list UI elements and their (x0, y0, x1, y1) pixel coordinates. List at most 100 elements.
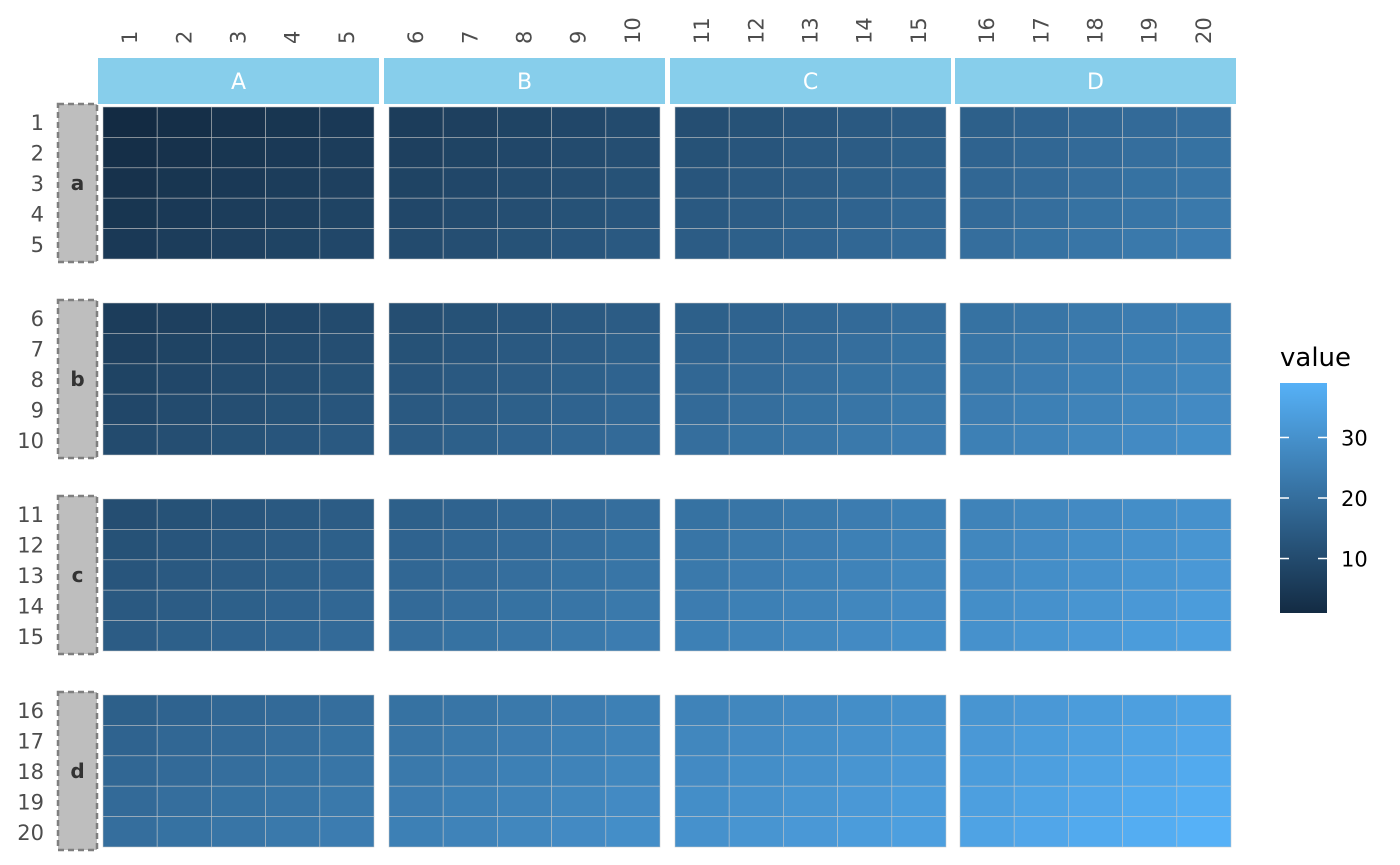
heatmap-cell (265, 559, 321, 591)
heatmap-cell (1176, 529, 1232, 561)
heatmap-cell (1013, 816, 1069, 848)
heatmap-cell (265, 197, 321, 229)
heatmap-cell (1176, 393, 1232, 425)
heatmap-cell (551, 559, 607, 591)
heatmap-cell (319, 498, 375, 530)
x-tick-label: 17 (1029, 17, 1053, 44)
heatmap-cell (497, 725, 552, 757)
heatmap-cell (319, 393, 375, 425)
heatmap-cell (959, 333, 1015, 365)
heatmap-cell (891, 302, 947, 334)
heatmap-cell (1122, 228, 1178, 260)
heatmap-cell (728, 559, 784, 591)
heatmap-cell (1176, 725, 1232, 757)
heatmap-cell (265, 589, 321, 621)
heatmap-cell (674, 106, 730, 138)
heatmap-cell (891, 694, 947, 726)
heatmap-cell (388, 755, 444, 787)
heatmap-cell (497, 559, 552, 591)
heatmap-cell (1122, 725, 1178, 757)
heatmap-cell (156, 694, 212, 726)
heatmap-cell (102, 785, 158, 817)
heatmap-cell (551, 363, 607, 395)
heatmap-cell (1176, 167, 1232, 199)
heatmap-cell (783, 197, 838, 229)
heatmap-cell (1122, 137, 1178, 169)
heatmap-cell (102, 816, 158, 848)
heatmap-cell (891, 498, 947, 530)
heatmap-cell (837, 228, 893, 260)
heatmap-cell (891, 167, 947, 199)
heatmap-cell (674, 363, 730, 395)
heatmap-cell (102, 725, 158, 757)
heatmap-cell (674, 167, 730, 199)
heatmap-cell (783, 725, 838, 757)
heatmap-cell (211, 333, 266, 365)
heatmap-cell (959, 559, 1015, 591)
heatmap-cell (442, 228, 498, 260)
heatmap-cell (837, 167, 893, 199)
heatmap-cell (102, 620, 158, 652)
heatmap-cell (728, 529, 784, 561)
heatmap-cell (1013, 620, 1069, 652)
heatmap-cell (156, 725, 212, 757)
heatmap-cell (959, 137, 1015, 169)
heatmap-cell (891, 755, 947, 787)
heatmap-cell (1013, 785, 1069, 817)
heatmap-cell (1068, 785, 1123, 817)
heatmap-cell (1068, 393, 1123, 425)
heatmap-cell (837, 816, 893, 848)
heatmap-cell (1068, 498, 1123, 530)
heatmap-cell (388, 137, 444, 169)
heatmap-cell (891, 529, 947, 561)
heatmap-cell (959, 498, 1015, 530)
heatmap-cell (674, 302, 730, 334)
heatmap-cell (783, 363, 838, 395)
heatmap-cell (1068, 816, 1123, 848)
heatmap-cell (497, 755, 552, 787)
heatmap-cell (156, 106, 212, 138)
heatmap-cell (442, 498, 498, 530)
heatmap-cell (728, 785, 784, 817)
row-strip-label: c (72, 563, 84, 587)
heatmap-cell (211, 694, 266, 726)
heatmap-cell (1068, 755, 1123, 787)
heatmap-cell (211, 498, 266, 530)
heatmap-cell (442, 424, 498, 456)
heatmap-cell (156, 816, 212, 848)
x-tick-label: 1 (118, 31, 142, 44)
heatmap-cell (551, 393, 607, 425)
heatmap-cell (674, 755, 730, 787)
heatmap-cell (1068, 620, 1123, 652)
heatmap-cell (1122, 694, 1178, 726)
y-tick-label: 6 (31, 307, 44, 331)
heatmap-cell (388, 424, 444, 456)
heatmap-cell (497, 816, 552, 848)
heatmap-cell (837, 725, 893, 757)
legend-label: 30 (1341, 426, 1368, 450)
heatmap-cell (1068, 725, 1123, 757)
heatmap-cell (1176, 589, 1232, 621)
heatmap-cell (1122, 106, 1178, 138)
heatmap-cell (102, 167, 158, 199)
heatmap-cell (388, 106, 444, 138)
heatmap-cell (497, 333, 552, 365)
heatmap-cell (959, 197, 1015, 229)
heatmap-cell (497, 529, 552, 561)
heatmap-cell (497, 424, 552, 456)
heatmap-cell (319, 424, 375, 456)
heatmap-cell (551, 529, 607, 561)
row-strip-label: a (71, 171, 85, 195)
heatmap-cell (265, 333, 321, 365)
heatmap-cell (728, 498, 784, 530)
heatmap-cell (1122, 393, 1178, 425)
heatmap-cell (959, 363, 1015, 395)
heatmap-cell (1068, 694, 1123, 726)
heatmap-cell (156, 785, 212, 817)
heatmap-cell (102, 228, 158, 260)
panel-d-C (674, 694, 947, 848)
heatmap-cell (605, 559, 661, 591)
panel-a-A (102, 106, 375, 260)
heatmap-cell (1176, 228, 1232, 260)
x-tick-label: 18 (1084, 17, 1108, 44)
